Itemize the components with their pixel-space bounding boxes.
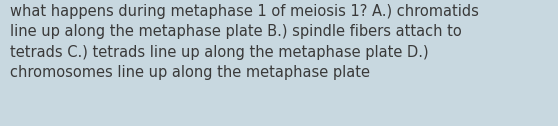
Text: what happens during metaphase 1 of meiosis 1? A.) chromatids
line up along the m: what happens during metaphase 1 of meios… [10,4,479,80]
